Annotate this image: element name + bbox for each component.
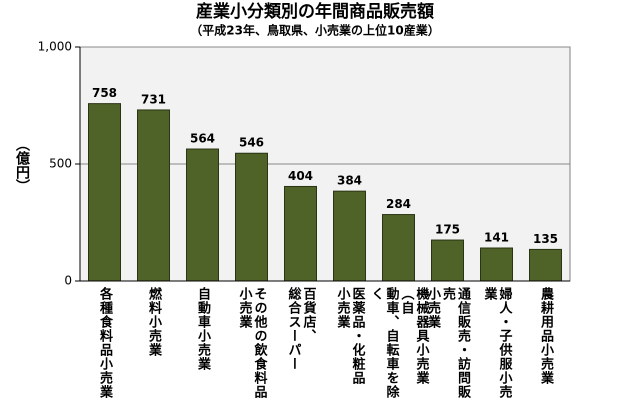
chart-title: 産業小分類別の年間商品販売額 (196, 1, 434, 22)
bar (137, 109, 170, 282)
bar (88, 103, 121, 282)
y-tick-label: 500 (49, 157, 72, 171)
data-label: 175 (435, 223, 460, 237)
y-tick-label: 0 (64, 274, 72, 288)
bar (235, 152, 268, 282)
bar (529, 248, 562, 282)
bar (431, 239, 464, 282)
data-label: 546 (239, 136, 264, 150)
x-tick-label: 自動車小売業 (195, 287, 210, 371)
x-tick-label: 機械器具小売業（自 動車、自転車を除く (368, 287, 429, 399)
x-tick-label: 燃料小売業 (146, 287, 161, 357)
bar (382, 214, 415, 282)
bar (480, 247, 513, 282)
bar (284, 185, 317, 282)
x-tick-label: 百貨店、 総合スーパー (285, 287, 316, 371)
data-label: 758 (92, 86, 117, 100)
data-label: 731 (141, 92, 166, 106)
data-label: 404 (288, 169, 313, 183)
x-tick-label: その他の飲食料品 小売業 (236, 287, 267, 399)
chart-subtitle: （平成23年、鳥取県、小売業の上位10産業） (190, 23, 439, 38)
data-label: 384 (337, 174, 362, 188)
y-axis-label: （億円） (14, 137, 31, 193)
x-tick-label: 医薬品・化粧品 小売業 (334, 287, 365, 385)
data-label: 564 (190, 132, 215, 146)
y-tick-label: 1,000 (38, 40, 72, 54)
bar (333, 190, 366, 282)
x-tick-label: 通信販売・訪問販売 小売業 (425, 287, 470, 399)
data-label: 135 (533, 232, 558, 246)
x-tick-label: 婦人・子供服小売業 (481, 287, 512, 399)
x-tick-label: 各種食料品小売業 (97, 287, 112, 399)
x-tick-label: 農耕用品小売業 (538, 287, 553, 385)
data-label: 141 (484, 231, 509, 245)
bar (186, 148, 219, 282)
data-label: 284 (386, 197, 411, 211)
